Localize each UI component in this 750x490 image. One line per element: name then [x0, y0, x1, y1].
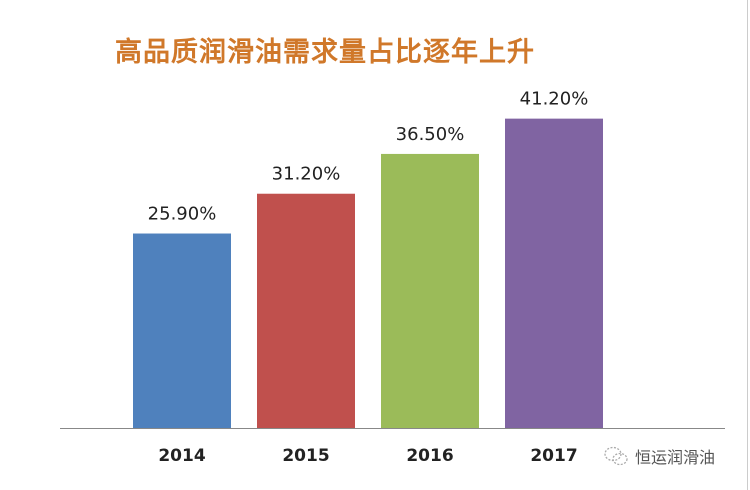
data-label: 25.90% — [148, 204, 217, 225]
data-label: 36.50% — [396, 124, 465, 145]
bar-2015 — [257, 193, 355, 428]
data-label: 31.20% — [272, 164, 341, 185]
watermark-text: 恒运润滑油 — [635, 448, 716, 467]
watermark: 恒运润滑油 — [603, 444, 715, 468]
data-label: 41.20% — [520, 89, 589, 110]
wechat-icon — [604, 446, 628, 466]
x-tick-label: 2014 — [158, 446, 205, 466]
bar-2017 — [505, 118, 603, 428]
bar-2014 — [133, 233, 231, 428]
x-tick-label: 2017 — [530, 446, 577, 466]
x-tick-label: 2015 — [282, 446, 329, 466]
chart-title: 高品质润滑油需求量占比逐年上升 — [115, 37, 535, 68]
x-tick-label: 2016 — [406, 446, 453, 466]
bar-2016 — [381, 153, 479, 429]
border-line — [747, 0, 748, 490]
